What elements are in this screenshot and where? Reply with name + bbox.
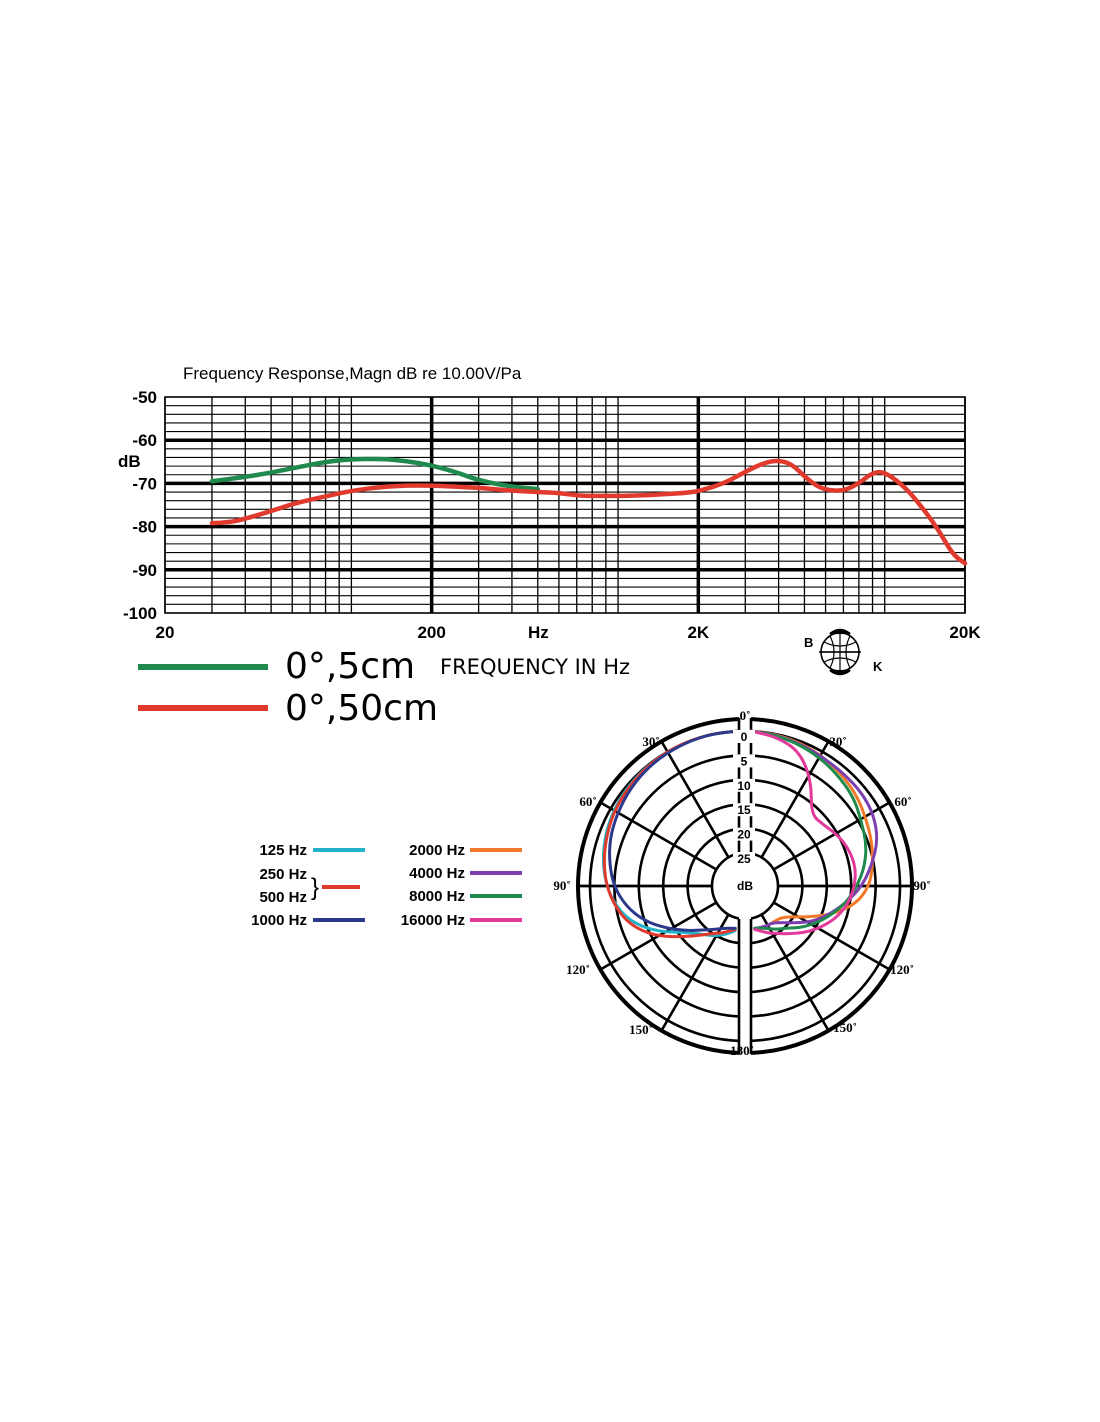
r-tick-bg [733,852,755,865]
polar-series-1000hz [608,729,741,932]
series-line-5cm [209,456,541,492]
x-axis-label: FREQUENCY IN Hz [440,655,630,679]
legend-label-500hz: 500 Hz [259,889,307,906]
legend-label-2000hz: 2000 Hz [409,842,465,859]
r-tick-label: 15 [737,803,751,817]
legend-label-5cm: 0°,5cm [285,646,415,687]
x-unit-label: Hz [528,623,549,642]
angle-tick-label: 180˚ [730,1043,754,1058]
angle-spoke [772,801,891,871]
angle-tick-label: 30˚ [642,734,659,749]
r-tick-label: 0 [741,730,748,744]
polar-series [601,729,879,939]
legend-label-4000hz: 4000 Hz [409,865,465,882]
r-tick-label: 5 [741,754,748,768]
polar-labels: 0˚ 30˚ 60˚ 90˚ 120˚ 150˚ 180˚ 150˚ 120˚ 90˚ 60˚ 30˚… [553,708,930,1058]
r-tick-label: 10 [737,779,751,793]
r-tick-bg [733,827,755,841]
series-lines [209,456,968,566]
x-tick-label: 2K [687,623,709,642]
angle-tick-label: 90˚ [913,878,930,893]
angle-tick-label: 120˚ [890,962,914,977]
angle-tick-label: 60˚ [894,794,911,809]
logo-letter-b: B [804,635,813,650]
angle-spoke [599,801,718,871]
angle-spoke [760,740,830,859]
angle-tick-label: 90˚ [553,878,570,893]
r-tick-bg [733,778,755,792]
y-axis-label: dB [118,452,141,471]
plot-frame [164,396,966,614]
angle-tick-label: 150˚ [833,1020,857,1035]
y-tick-label: -100 [123,604,157,623]
legend-label-125hz: 125 Hz [259,842,307,859]
r-tick-label: 20 [737,828,751,842]
y-tick-label: -50 [132,388,157,407]
r-axis-label: dB [737,879,753,893]
polar-series-16000hz [749,729,857,936]
polar-legend: 125 Hz 250 Hz 500 Hz } 1000 Hz 2000 Hz 4… [251,842,522,929]
legend-label-50cm: 0°,50cm [285,688,438,729]
x-tick-label: 20 [156,623,175,642]
series-line-50cm [209,458,968,566]
line-legend: 0°,5cm FREQUENCY IN Hz 0°,50cm [138,646,630,729]
r-tick-label: 25 [737,852,751,866]
x-tick-labels: 20 200 2K 20K [156,623,982,642]
chart-title: Frequency Response,Magn dB re 10.00V/Pa [183,364,522,383]
angle-tick-label: 120˚ [566,962,590,977]
x-tick-label: 200 [417,623,445,642]
r-tick-bg [733,803,755,817]
r-tick-bg [733,754,755,768]
y-tick-label: -90 [132,561,157,580]
y-tick-label: -60 [132,431,157,450]
legend-label-16000hz: 16000 Hz [401,912,465,929]
legend-label-250hz: 250 Hz [259,866,307,883]
center-gap [739,714,751,1058]
angle-tick-label: 0˚ [740,708,751,723]
angle-tick-label: 150˚ [629,1022,653,1037]
angle-spoke [772,901,891,971]
legend-label-8000hz: 8000 Hz [409,888,465,905]
polar-series-8000hz [749,729,868,931]
polar-pattern-chart: 0˚ 30˚ 60˚ 90˚ 120˚ 150˚ 180˚ 150˚ 120˚ 90˚ 60˚ 30˚… [553,708,931,1058]
x-tick-label: 20K [949,623,981,642]
y-tick-label: -80 [132,518,157,537]
angle-tick-label: 60˚ [579,794,596,809]
plot-grid [164,396,966,614]
legend-brace: } [311,874,319,901]
legend-label-1000hz: 1000 Hz [251,912,307,929]
angle-tick-label: 30˚ [829,734,846,749]
logo-letter-k: K [873,659,883,674]
y-tick-labels: -50 -60 -70 -80 -90 -100 [123,388,157,623]
polar-series-4000hz [749,729,879,930]
omni-microphone-symbol-icon: B K [804,628,883,676]
r-tick-bg [733,730,755,743]
angle-spoke [660,740,730,859]
frequency-response-chart: Frequency Response,Magn dB re 10.00V/Pa … [118,364,981,642]
y-tick-label: -70 [132,474,157,493]
